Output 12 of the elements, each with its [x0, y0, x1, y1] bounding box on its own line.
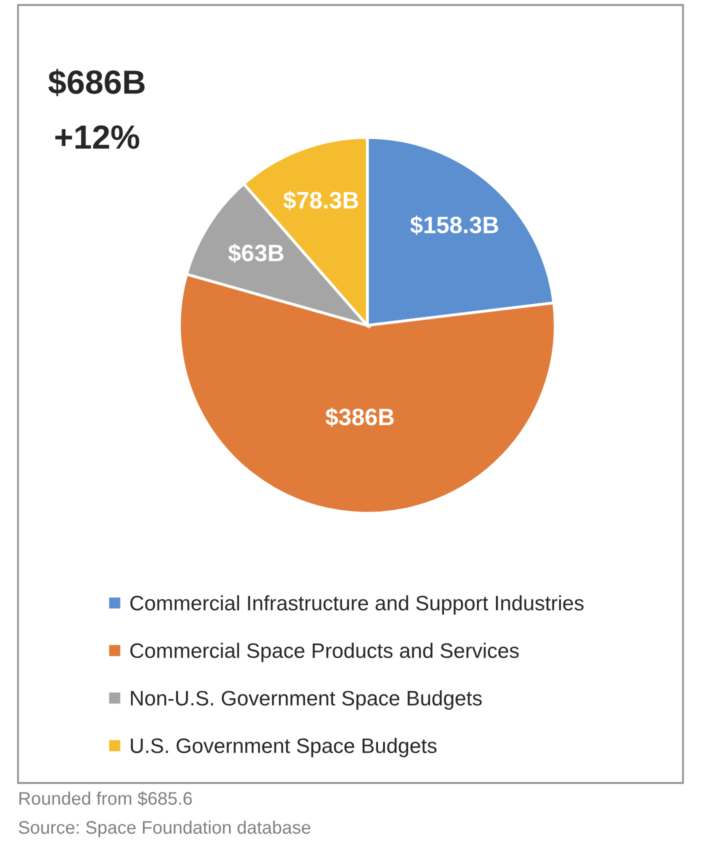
legend-label: U.S. Government Space Budgets — [130, 738, 437, 758]
legend-label: Non-U.S. Government Space Budgets — [131, 690, 482, 710]
data-label: $78.3B — [283, 190, 358, 210]
text: $686B — [48, 68, 145, 96]
data-label: $386B — [326, 408, 394, 427]
legend-label: Commercial Space Products and Services — [130, 642, 519, 662]
data-label: $63B — [228, 244, 284, 263]
legend-label: Commercial Infrastructure and Support Industries — [130, 595, 584, 615]
source-note: Source: Space Foundation database — [18, 820, 310, 838]
data-label: $158.3B — [410, 216, 498, 235]
text: Rounded from $685.6 — [19, 791, 192, 806]
text: +12% — [55, 125, 140, 149]
